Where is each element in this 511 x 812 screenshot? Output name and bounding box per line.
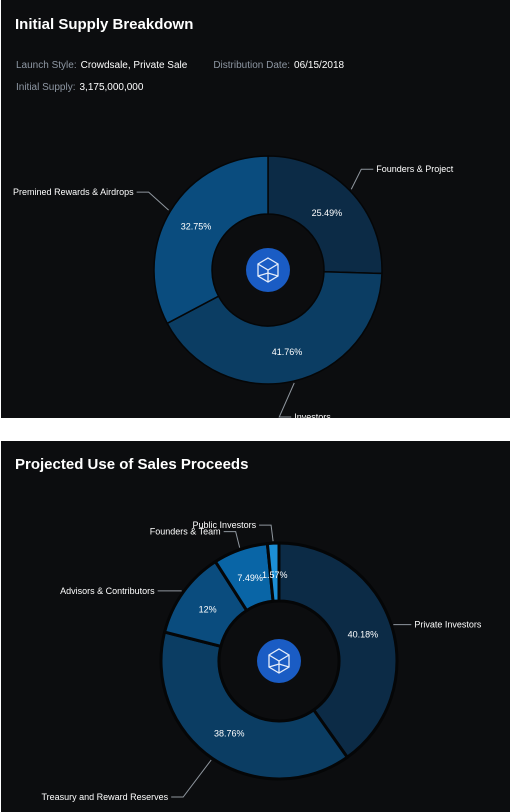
slice-premined-rewards-and-airdrops[interactable]	[153, 155, 269, 325]
value-label-private-investors: 40.18%	[348, 629, 379, 639]
value-label-public-investors: 1.57%	[262, 570, 288, 580]
value-label-investors: 41.76%	[272, 347, 303, 357]
fantom-logo-icon	[257, 639, 301, 683]
launch-info-row: Launch Style: Crowdsale, Private Sale Dist…	[16, 60, 344, 71]
category-label-premined-rewards-and-airdrops: Premined Rewards & Airdrops	[13, 187, 134, 197]
initial-supply-label: Initial Supply:	[16, 82, 76, 93]
slice-private-investors[interactable]	[277, 541, 399, 759]
initial-supply-row: Initial Supply: 3,175,000,000	[16, 82, 143, 93]
distribution-date-value: 06/15/2018	[294, 60, 345, 71]
slice-investors[interactable]	[166, 270, 383, 385]
panel-title-sales-proceeds: Projected Use of Sales Proceeds	[15, 456, 249, 473]
sales-proceeds-donut-chart: 40.18% Private Investors 38.76% Treasury an…	[41, 520, 482, 802]
category-label-private-investors: Private Investors	[414, 620, 482, 630]
initial-supply-panel: Initial Supply Breakdown Launch Style: Cr…	[1, 0, 510, 418]
category-label-treasury-and-reward-reserves: Treasury and Reward Reserves	[41, 792, 168, 802]
category-label-founders-and-project: Founders & Project	[376, 164, 454, 174]
leader-line-founders-and-project	[350, 168, 374, 190]
slice-founders-and-project[interactable]	[267, 155, 383, 275]
slice-treasury-and-reward-reserves[interactable]	[159, 630, 349, 781]
slice-public-investors[interactable]	[265, 541, 281, 603]
leader-line-treasury-and-reward-reserves	[171, 759, 212, 798]
leader-line-founders-and-team	[223, 531, 241, 548]
value-label-treasury-and-reward-reserves: 38.76%	[214, 729, 245, 739]
category-label-founders-and-team: Founders & Team	[150, 527, 221, 537]
fantom-logo-icon	[246, 248, 290, 292]
leader-line-public-investors	[259, 524, 274, 542]
launch-style-label: Launch Style:	[16, 60, 77, 71]
initial-supply-value: 3,175,000,000	[79, 82, 144, 93]
sales-proceeds-panel: Projected Use of Sales Proceeds 40.18% Pr…	[1, 441, 510, 812]
category-label-public-investors: Public Investors	[193, 520, 257, 530]
category-label-investors: Investors	[294, 412, 331, 418]
distribution-date-label: Distribution Date:	[213, 60, 291, 71]
leader-line-premined-rewards-and-airdrops	[136, 191, 169, 211]
leader-line-investors	[278, 382, 295, 418]
value-label-founders-and-project: 25.49%	[312, 208, 343, 218]
launch-style-value: Crowdsale, Private Sale	[80, 60, 188, 71]
value-label-advisors-and-contributors: 12%	[199, 605, 217, 615]
initial-supply-donut-chart: 25.49% Founders & Project 41.76% Investors 3…	[13, 155, 454, 418]
value-label-premined-rewards-and-airdrops: 32.75%	[181, 222, 212, 232]
category-label-advisors-and-contributors: Advisors & Contributors	[60, 586, 155, 596]
panel-title-initial-supply: Initial Supply Breakdown	[15, 16, 194, 33]
value-label-founders-and-team: 7.49%	[237, 573, 263, 583]
